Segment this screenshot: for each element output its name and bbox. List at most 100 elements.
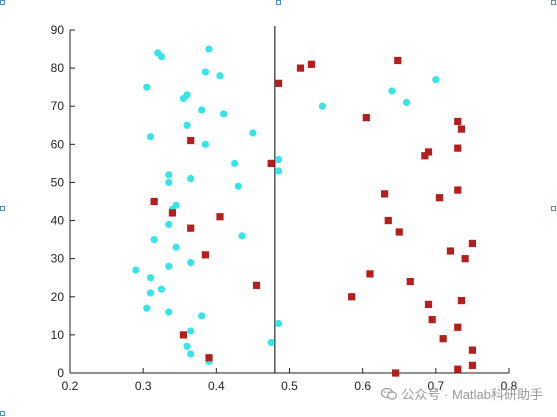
data-point-circle	[187, 350, 195, 358]
data-point-circle	[201, 68, 209, 76]
data-point-circle	[183, 342, 191, 350]
data-point-circle	[146, 133, 155, 141]
data-point-circle	[187, 258, 195, 267]
data-point-square	[201, 251, 209, 259]
data-point-circle	[187, 175, 195, 183]
data-point-circle	[402, 98, 411, 107]
y-tick-label: 90	[51, 23, 65, 37]
data-point-square	[274, 79, 283, 87]
watermark: 公众号 · Matlab科研助手	[381, 384, 543, 403]
y-tick-label: 50	[51, 175, 65, 189]
data-point-square	[381, 190, 389, 198]
x-tick-label: 0.5	[281, 379, 298, 393]
data-point-square	[468, 346, 477, 354]
data-point-square	[252, 281, 261, 289]
data-point-circle	[238, 232, 246, 240]
data-point-circle	[388, 87, 396, 95]
data-point-circle	[143, 83, 151, 91]
chart-points	[132, 45, 477, 377]
data-point-circle	[132, 266, 140, 274]
y-tick-label: 0	[57, 366, 64, 380]
data-point-square	[187, 136, 195, 145]
data-point-square	[205, 354, 213, 362]
data-point-circle	[146, 274, 155, 282]
data-point-square	[421, 152, 429, 160]
data-point-square	[468, 361, 477, 369]
y-tick-label: 60	[51, 137, 65, 151]
x-tick-label: 0.4	[208, 379, 225, 393]
y-tick-label: 40	[51, 214, 65, 228]
x-tick-label: 0.2	[62, 379, 79, 393]
data-point-square	[454, 365, 462, 373]
y-tick-label: 10	[51, 328, 65, 342]
data-point-circle	[183, 91, 191, 99]
x-tick-label: 0.8	[501, 379, 518, 393]
data-point-circle	[150, 236, 158, 244]
data-point-square	[384, 216, 392, 225]
data-point-circle	[143, 304, 151, 312]
data-point-circle	[220, 110, 228, 118]
data-point-square	[150, 197, 158, 206]
resize-handle-top[interactable]	[276, 0, 281, 5]
data-point-circle	[157, 285, 166, 293]
data-point-square	[267, 159, 275, 167]
data-point-circle	[201, 140, 209, 148]
data-point-square	[446, 247, 455, 255]
data-point-square	[406, 277, 414, 286]
chart-axes: 0.2 0.3 0.4 0.5 0.6 0.7 0.8 0 10 20 30 40 50 60 70 80 90	[51, 23, 518, 393]
x-tick-label: 0.6	[354, 379, 371, 393]
data-point-square	[362, 114, 370, 122]
data-point-circle	[231, 159, 239, 167]
data-point-circle	[183, 121, 191, 129]
data-point-circle	[187, 327, 195, 335]
data-point-square	[454, 323, 462, 331]
wechat-icon	[381, 387, 398, 400]
data-point-circle	[165, 308, 173, 316]
resize-handle-right[interactable]	[551, 206, 556, 211]
data-point-square	[454, 117, 462, 126]
resize-handle-top-left[interactable]	[0, 0, 5, 5]
data-point-square	[439, 335, 447, 343]
data-point-square	[454, 186, 462, 194]
data-point-square	[307, 60, 316, 68]
data-point-square	[296, 64, 305, 72]
data-point-square	[187, 224, 195, 232]
data-point-circle	[165, 178, 173, 187]
data-point-square	[394, 56, 402, 65]
data-point-square	[468, 239, 477, 248]
data-point-square	[461, 255, 469, 263]
data-point-square	[179, 331, 188, 339]
data-point-circle	[249, 129, 257, 137]
data-point-square	[424, 300, 433, 308]
y-tick-label: 70	[51, 99, 65, 113]
data-point-circle	[432, 75, 440, 84]
x-tick-label: 0.3	[135, 379, 152, 393]
data-point-square	[366, 270, 374, 278]
data-point-circle	[234, 182, 242, 190]
data-point-circle	[274, 319, 283, 328]
data-point-square	[424, 148, 433, 156]
data-point-circle	[205, 45, 213, 53]
y-tick-label: 80	[51, 61, 65, 75]
resize-handle-bottom-left[interactable]	[0, 411, 5, 416]
x-tick-label: 0.7	[427, 379, 444, 393]
data-point-square	[391, 369, 400, 377]
resize-handle-top-right[interactable]	[551, 0, 556, 5]
data-point-circle	[172, 243, 180, 251]
data-point-circle	[165, 262, 173, 270]
data-point-circle	[274, 167, 283, 175]
data-point-square	[457, 296, 466, 305]
resize-handle-left[interactable]	[0, 206, 5, 211]
data-point-circle	[198, 106, 206, 114]
data-point-circle	[274, 155, 283, 164]
data-point-circle	[165, 220, 173, 228]
y-tick-label: 20	[51, 290, 65, 304]
data-point-circle	[216, 72, 224, 80]
data-point-circle	[165, 171, 173, 179]
y-tick-label: 30	[51, 252, 65, 266]
data-point-square	[435, 194, 444, 202]
data-point-circle	[198, 312, 206, 320]
data-point-circle	[157, 53, 166, 61]
data-point-square	[395, 228, 403, 236]
